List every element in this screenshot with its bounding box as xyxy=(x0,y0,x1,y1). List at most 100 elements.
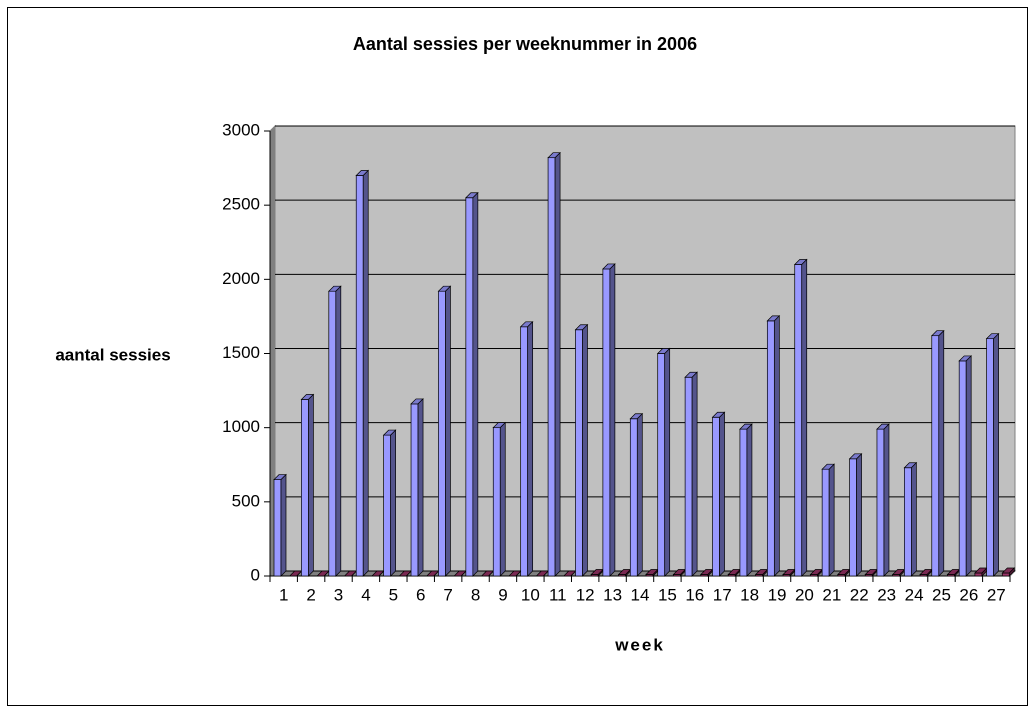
bar-side xyxy=(691,371,698,577)
bar xyxy=(766,315,781,577)
bar-side xyxy=(499,421,506,577)
y-tick-label: 1500 xyxy=(222,343,260,362)
bar-front xyxy=(684,376,693,577)
bar-front xyxy=(974,572,983,577)
x-tick-label: 2 xyxy=(306,585,315,604)
bar-side xyxy=(636,412,643,577)
bar-front xyxy=(821,468,830,577)
x-tick-label: 23 xyxy=(877,585,896,604)
x-tick-label: 19 xyxy=(768,585,787,604)
bar xyxy=(821,463,835,577)
bar-front xyxy=(931,335,940,577)
bar-side xyxy=(746,423,753,577)
bar xyxy=(876,423,890,577)
bar-front xyxy=(273,479,282,577)
bar xyxy=(437,285,452,577)
bar-side xyxy=(883,423,890,577)
bar-front xyxy=(1001,572,1010,577)
bar-side xyxy=(362,169,369,577)
bar xyxy=(574,323,589,577)
bar-front xyxy=(465,197,474,577)
x-tick-label: 9 xyxy=(498,585,507,604)
bar xyxy=(684,371,698,577)
y-tick-label: 3000 xyxy=(222,120,260,139)
bar-front xyxy=(520,326,529,577)
bar xyxy=(711,411,726,577)
x-tick-label: 18 xyxy=(740,585,759,604)
bar-side xyxy=(801,258,808,577)
y-tick-label: 1000 xyxy=(222,417,260,436)
bar xyxy=(273,473,287,577)
bar xyxy=(809,568,824,577)
bar-front xyxy=(876,428,885,577)
y-tick-label: 2000 xyxy=(222,269,260,288)
bar-side xyxy=(417,398,424,577)
bar-front xyxy=(575,329,583,577)
x-tick-label: 4 xyxy=(361,585,370,604)
x-tick-label: 10 xyxy=(521,585,540,604)
bar-side xyxy=(965,355,972,577)
x-tick-label: 16 xyxy=(685,585,704,604)
bar-front xyxy=(986,338,994,577)
x-tick-label: 24 xyxy=(905,585,924,604)
x-tick-label: 27 xyxy=(987,585,1006,604)
bar xyxy=(492,421,507,577)
bar xyxy=(656,347,671,577)
bar-side xyxy=(527,320,534,577)
bar-front xyxy=(355,175,364,577)
bar xyxy=(382,429,397,577)
bar xyxy=(727,568,742,577)
bar-front xyxy=(849,458,857,577)
bar-side xyxy=(911,461,917,577)
x-tick-label: 15 xyxy=(658,585,677,604)
y-axis-label: aantal sessies xyxy=(55,345,170,364)
bar-side xyxy=(554,151,561,577)
bar-front xyxy=(657,353,666,577)
bar-side xyxy=(582,323,588,577)
y-tick-label: 2500 xyxy=(222,195,260,214)
bar-front xyxy=(492,427,501,577)
bar xyxy=(985,332,1000,577)
x-tick-label: 7 xyxy=(443,585,452,604)
x-tick-label: 26 xyxy=(959,585,978,604)
bar-front xyxy=(328,290,337,577)
bar-side xyxy=(390,429,396,577)
x-tick-label: 17 xyxy=(713,585,732,604)
bar-side xyxy=(828,463,835,577)
bar xyxy=(848,452,863,577)
bar-front xyxy=(547,157,556,577)
chart-title: Aantal sessies per weeknummer in 2006 xyxy=(353,34,697,54)
bar-side xyxy=(664,347,671,577)
bar xyxy=(327,285,342,577)
x-tick-label: 6 xyxy=(416,585,425,604)
bar xyxy=(793,258,808,577)
x-tick-label: 8 xyxy=(471,585,480,604)
bar xyxy=(930,329,945,577)
bar xyxy=(629,412,644,577)
bar-side xyxy=(773,315,780,577)
y-tick-label: 0 xyxy=(251,565,260,584)
x-tick-label: 21 xyxy=(822,585,841,604)
bar-front xyxy=(301,399,309,577)
bar-side xyxy=(335,285,342,577)
bar-side xyxy=(445,285,451,577)
bar-front xyxy=(958,360,967,577)
bar-front xyxy=(629,418,638,577)
bar-front xyxy=(766,320,775,577)
bar xyxy=(903,461,918,577)
bar-side xyxy=(856,452,862,577)
x-tick-label: 3 xyxy=(334,585,343,604)
y-tick-label: 500 xyxy=(232,491,260,510)
x-tick-label: 1 xyxy=(279,585,288,604)
bar xyxy=(782,568,796,577)
bar xyxy=(300,393,315,577)
bar xyxy=(602,263,616,577)
bar-side xyxy=(993,332,999,577)
bar xyxy=(739,423,753,577)
bar-front xyxy=(438,290,446,577)
bar xyxy=(958,355,973,577)
bar-side xyxy=(308,393,314,577)
x-tick-label: 20 xyxy=(795,585,814,604)
bar-side xyxy=(719,411,725,577)
